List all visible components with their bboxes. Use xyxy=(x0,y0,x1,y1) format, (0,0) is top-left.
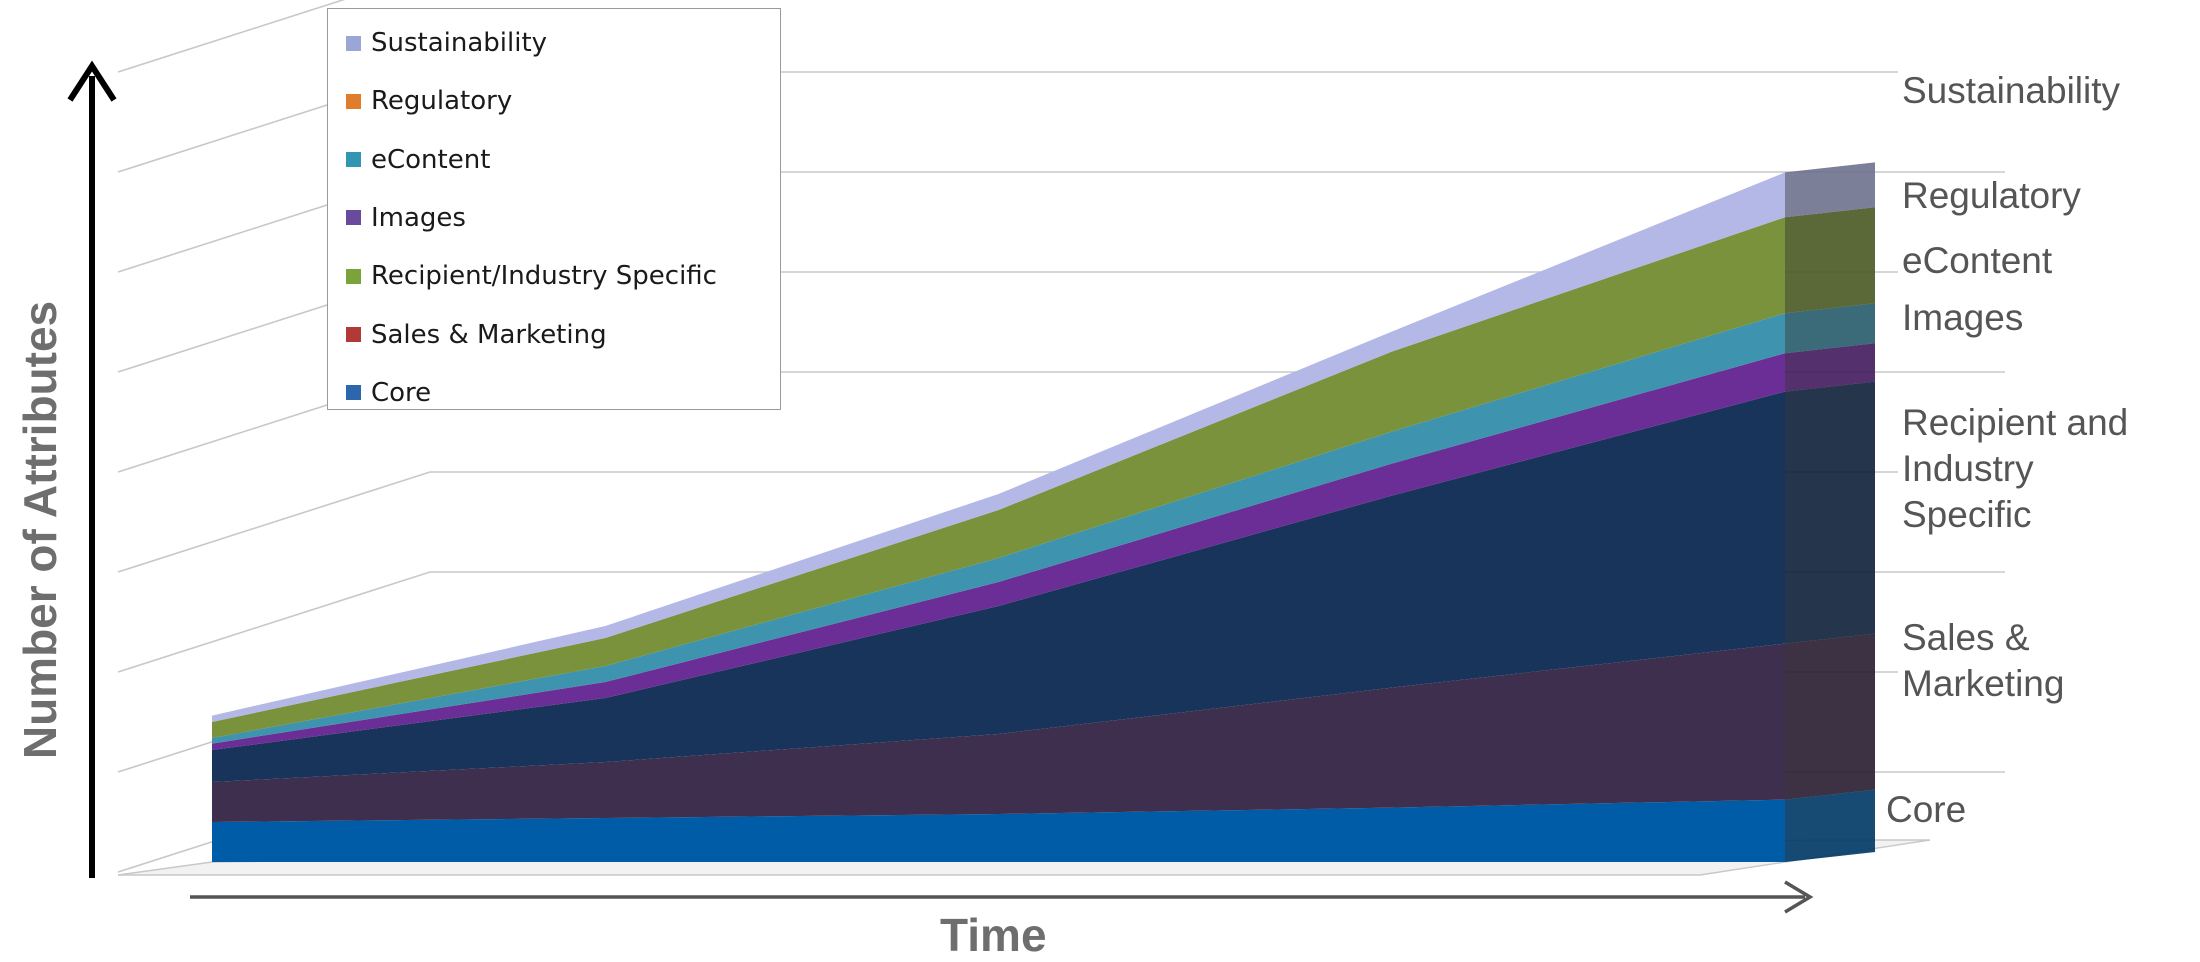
x-axis-arrowhead xyxy=(1784,880,1814,914)
area-side-shade xyxy=(1785,343,1875,392)
side-label-recipient: Recipient and Industry Specific xyxy=(1898,400,2133,538)
area-side-face xyxy=(1785,207,1875,314)
legend-swatch xyxy=(346,35,361,51)
y-axis-arrowhead xyxy=(67,60,117,102)
area-band xyxy=(212,391,1785,782)
legend-swatch xyxy=(346,268,361,284)
area-band xyxy=(212,799,1785,862)
legend-item: Regulatory xyxy=(346,81,512,121)
area-band xyxy=(212,643,1785,822)
side-label-sales: Sales & Marketing xyxy=(1898,615,2069,707)
legend-label: Recipient/Industry Specific xyxy=(371,261,717,292)
legend-item: Recipient/Industry Specific xyxy=(346,256,717,296)
legend-swatch xyxy=(346,210,361,226)
legend-swatch xyxy=(346,152,361,168)
area-side-shade xyxy=(1785,207,1875,314)
area-side-shade xyxy=(1785,633,1875,800)
legend-item: eContent xyxy=(346,140,490,180)
legend-item: Sales & Marketing xyxy=(346,315,607,355)
legend-swatch xyxy=(346,385,361,401)
legend-label: eContent xyxy=(371,144,491,175)
area-side-face xyxy=(1785,633,1875,800)
chart-axes xyxy=(67,60,1814,914)
side-label-regulatory: Regulatory xyxy=(1898,173,2085,219)
y-axis-title: Number of Attributes xyxy=(14,300,66,760)
legend-label: Sustainability xyxy=(371,28,548,58)
area-side-face xyxy=(1785,343,1875,392)
area-side-face xyxy=(1785,789,1875,862)
area-side-shade xyxy=(1785,381,1875,644)
side-label-images: Images xyxy=(1898,295,2028,341)
legend: Sustainability Regulatory eContent Images Re… xyxy=(327,8,781,410)
x-axis-title: Time xyxy=(940,909,1047,961)
side-label-sustainability: Sustainability xyxy=(1898,68,2125,114)
legend-item: Images xyxy=(346,198,466,238)
area-side-shade xyxy=(1785,789,1875,862)
side-label-core: Core xyxy=(1882,787,1971,833)
area-side-shade xyxy=(1785,303,1875,354)
legend-label: Images xyxy=(371,202,466,233)
area-side-face xyxy=(1785,162,1875,218)
legend-label: Regulatory xyxy=(371,86,513,117)
legend-label: Sales & Marketing xyxy=(371,319,607,350)
legend-label: Core xyxy=(371,377,432,408)
legend-swatch xyxy=(346,327,361,342)
area-side-face xyxy=(1785,381,1875,644)
legend-item: Core xyxy=(346,373,431,413)
legend-swatch xyxy=(346,93,361,109)
area-side-face xyxy=(1785,303,1875,354)
chart-areas xyxy=(212,162,1875,862)
legend-item: Sustainability xyxy=(346,23,547,63)
side-label-econtent: eContent xyxy=(1898,238,2057,284)
gridline xyxy=(117,0,346,73)
area-side-shade xyxy=(1785,162,1875,218)
